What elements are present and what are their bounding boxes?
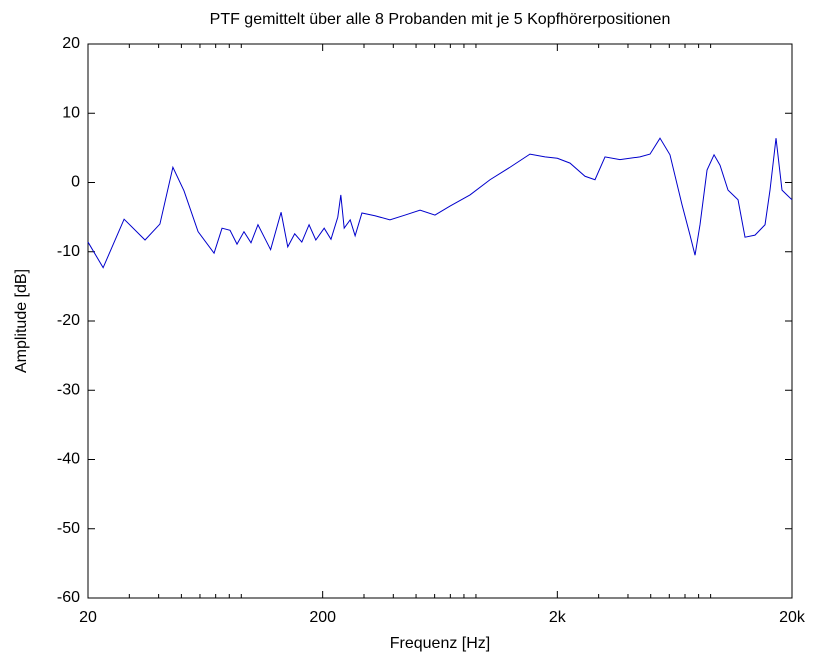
x-axis-label: Frequenz [Hz] [390, 635, 490, 652]
x-tick-label: 2k [549, 609, 567, 626]
y-tick-label: 10 [62, 104, 80, 121]
x-tick-label: 200 [309, 609, 336, 626]
y-tick-label: -20 [57, 312, 80, 329]
x-tick-label: 20 [79, 609, 97, 626]
plot-area [87, 43, 793, 599]
y-tick-label: -10 [57, 243, 80, 260]
y-tick-label: 0 [71, 174, 80, 191]
x-tick-label: 20k [779, 609, 806, 626]
y-tick-label: 20 [62, 35, 80, 52]
y-axis-label: Amplitude [dB] [13, 269, 30, 373]
y-tick-label: -50 [57, 520, 80, 537]
data-line [87, 137, 793, 269]
chart-title: PTF gemittelt über alle 8 Probanden mit … [210, 11, 671, 28]
y-tick-label: -30 [57, 381, 80, 398]
y-tick-label: -60 [57, 589, 80, 606]
y-tick-label: -40 [57, 451, 80, 468]
